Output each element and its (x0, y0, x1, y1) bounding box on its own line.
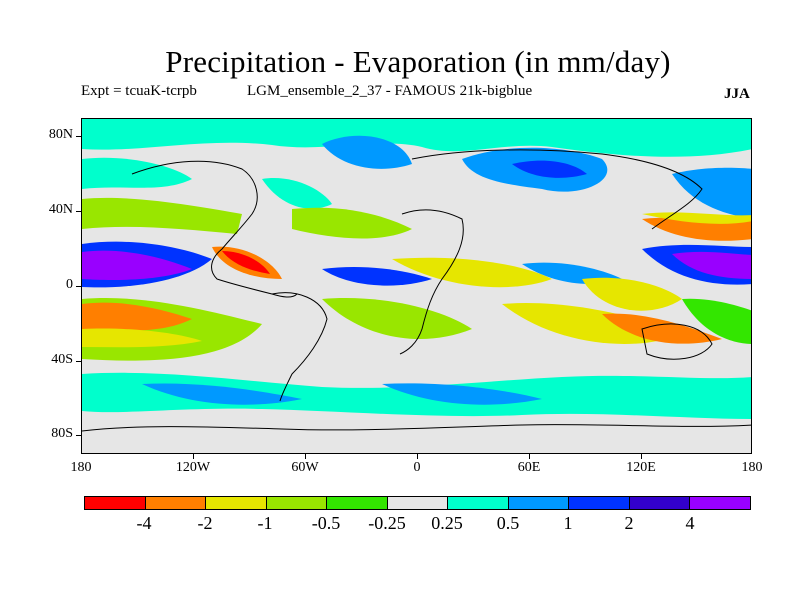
y-label-80n: 80N (48, 127, 73, 142)
x-label-180-west: 180 (70, 460, 92, 475)
continent-outlines (82, 149, 751, 432)
colorbar-segment (448, 497, 509, 509)
north-america-coast (131, 160, 298, 298)
maritime-continent-yellow (582, 277, 682, 311)
colorbar-label: 4 (685, 513, 695, 533)
colorbar-label: -1 (257, 513, 273, 533)
x-tick (641, 454, 642, 459)
season-label: JJA (724, 86, 750, 102)
map-title: Precipitation - Evaporation (in mm/day) (165, 44, 671, 79)
colorbar-segment (690, 497, 751, 509)
colorbar-label: -4 (136, 513, 152, 533)
x-tick (193, 454, 194, 459)
x-tick (417, 454, 418, 459)
y-tick (76, 435, 81, 436)
north-atlantic-dry-band (292, 207, 412, 239)
north-pacific-cyan (82, 157, 192, 189)
colorbar-segment (206, 497, 267, 509)
colorbar-label: -2 (197, 513, 213, 533)
colorbar-label: 0.25 (431, 513, 463, 533)
antarctica-coast (82, 424, 751, 432)
greenland-wet-patch (322, 135, 412, 169)
precip-evap-field (82, 119, 751, 453)
eurasia-coast (411, 149, 703, 230)
x-label-0: 0 (413, 460, 421, 475)
itcz-west-pacific-core (672, 251, 751, 279)
colorbar-label: 0.5 (496, 513, 520, 533)
y-tick (76, 286, 81, 287)
eurasia-strong-wet-patch (512, 160, 587, 178)
australia-west-orange (602, 313, 722, 344)
central-america-strong-dry (222, 251, 270, 274)
colorbar-segment (85, 497, 146, 509)
colorbar-label: 1 (563, 513, 573, 533)
colorbar-segment (629, 497, 691, 509)
africa-coast (399, 209, 464, 355)
y-tick (76, 211, 81, 212)
north-pacific-dry-band (82, 197, 242, 234)
colorbar-label: -0.5 (311, 513, 341, 533)
colorbar-label: -0.25 (368, 513, 406, 533)
southern-ocean-blue-1 (142, 383, 302, 405)
south-atlantic-green (322, 298, 472, 339)
na-cyan-patch (262, 178, 332, 209)
x-tick (305, 454, 306, 459)
x-label-120w: 120W (175, 460, 211, 475)
colorbar (84, 496, 751, 510)
map-plot-area (81, 118, 752, 454)
colorbar-label: 2 (624, 513, 634, 533)
x-label-60w: 60W (291, 460, 319, 475)
colorbar-segment (387, 497, 449, 509)
experiment-label: Expt = tcuaK-tcrpb (81, 83, 197, 99)
colorbar-segment (266, 497, 328, 509)
colorbar-segment (327, 497, 388, 509)
nw-pacific-yellow-edge (642, 212, 751, 224)
south-pacific-orange (82, 302, 192, 331)
y-label-0: 0 (66, 277, 73, 292)
south-pacific-yellow (82, 328, 202, 348)
southern-ocean-blue-2 (382, 383, 542, 405)
arctic-wet-region (82, 119, 751, 157)
y-label-40s: 40S (51, 352, 73, 367)
x-tick (529, 454, 530, 459)
itcz-atlantic (322, 267, 432, 286)
y-label-80s: 80S (51, 426, 73, 441)
south-america-coast (271, 292, 328, 402)
colorbar-segment (145, 497, 207, 509)
x-label-60e: 60E (517, 460, 541, 475)
colorbar-segment (569, 497, 630, 509)
australia-coast (641, 323, 713, 360)
x-label-180-east: 180 (741, 460, 763, 475)
y-label-40n: 40N (48, 202, 73, 217)
itcz-pacific-core (82, 250, 192, 280)
ensemble-label: LGM_ensemble_2_37 - FAMOUS 21k-bigblue (247, 83, 533, 99)
x-label-120e: 120E (626, 460, 656, 475)
sw-pacific-green (682, 298, 751, 344)
colorbar-segment (508, 497, 570, 509)
africa-sahel-yellow (392, 257, 552, 288)
y-tick (76, 361, 81, 362)
y-tick (76, 136, 81, 137)
